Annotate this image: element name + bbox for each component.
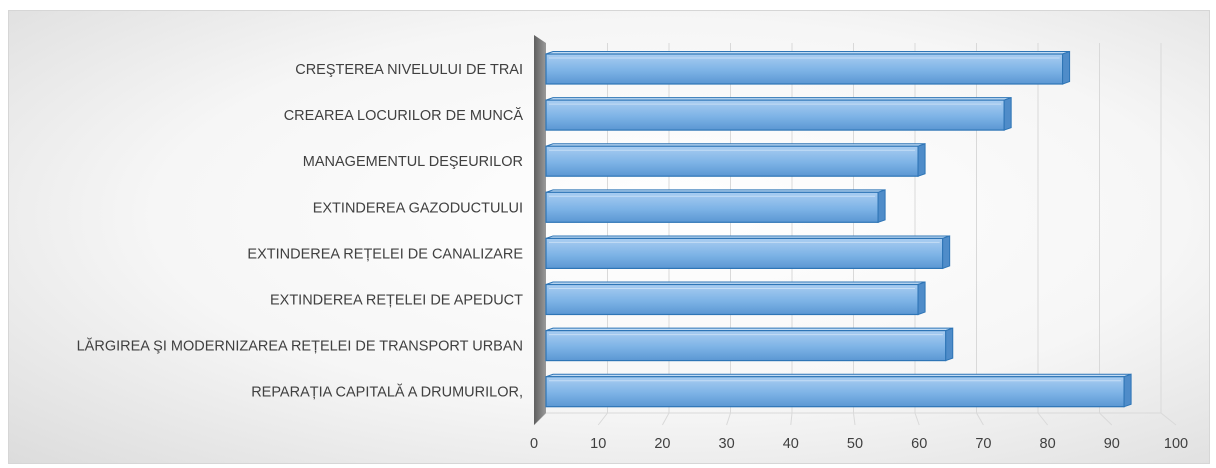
chart-canvas: CREŞTEREA NIVELULUI DE TRAI CREAREA LOCUR… [77, 35, 1188, 452]
bar [545, 281, 926, 316]
category-label: CREŞTEREA NIVELULUI DE TRAI [295, 62, 523, 78]
floor-gridline [597, 412, 608, 426]
category-labels: CREŞTEREA NIVELULUI DE TRAI CREAREA LOCUR… [77, 62, 524, 401]
x-tick-label: 100 [1164, 436, 1188, 452]
x-tick-label: 70 [975, 436, 991, 452]
bar-chart: CREŞTEREA NIVELULUI DE TRAI CREAREA LOCUR… [8, 10, 1210, 464]
x-tick-label: 60 [911, 436, 927, 452]
category-label: REPARAȚIA CAPITALĂ A DRUMURILOR, [251, 384, 523, 401]
bar [545, 235, 951, 270]
floor-gridline [726, 412, 731, 426]
x-tick-label: 80 [1040, 436, 1056, 452]
category-label: CREAREA LOCURILOR DE MUNCĂ [284, 107, 524, 124]
floor-gridline [1099, 412, 1113, 426]
floor-gridline [914, 412, 920, 426]
floor-gridline [1160, 412, 1177, 426]
axis-wall [534, 35, 546, 425]
bar [545, 189, 886, 224]
bar [545, 143, 926, 177]
floor-gridline [853, 412, 856, 426]
axis-wall-panel [534, 35, 546, 425]
x-tick-label: 30 [719, 436, 735, 452]
floor-gridline [1037, 412, 1048, 426]
x-tick-label: 10 [590, 436, 606, 452]
floor-gridline [790, 412, 793, 426]
x-tick-label: 20 [654, 436, 670, 452]
bar [545, 327, 954, 362]
bar [545, 373, 1132, 408]
category-label: MANAGEMENTUL DEŞEURILOR [303, 154, 523, 170]
bar [545, 50, 1071, 85]
x-tick-label: 0 [530, 436, 538, 452]
bars [545, 50, 1132, 408]
x-tick-label: 50 [847, 436, 863, 452]
x-tick-label: 90 [1104, 436, 1120, 452]
floor-gridline [976, 412, 984, 426]
category-label: EXTINDEREA REȚELEI DE CANALIZARE [247, 246, 523, 262]
x-tick-labels: 0 10 20 30 40 50 60 70 80 90 100 [530, 436, 1188, 452]
category-label: EXTINDEREA REȚELEI DE APEDUCT [270, 293, 523, 309]
x-tick-label: 40 [783, 436, 799, 452]
category-label: LĂRGIREA ŞI MODERNIZAREA REȚELEI DE TRAN… [77, 338, 523, 355]
bar [545, 96, 1012, 131]
floor-gridline [661, 412, 670, 426]
category-label: EXTINDEREA GAZODUCTULUI [313, 200, 523, 216]
